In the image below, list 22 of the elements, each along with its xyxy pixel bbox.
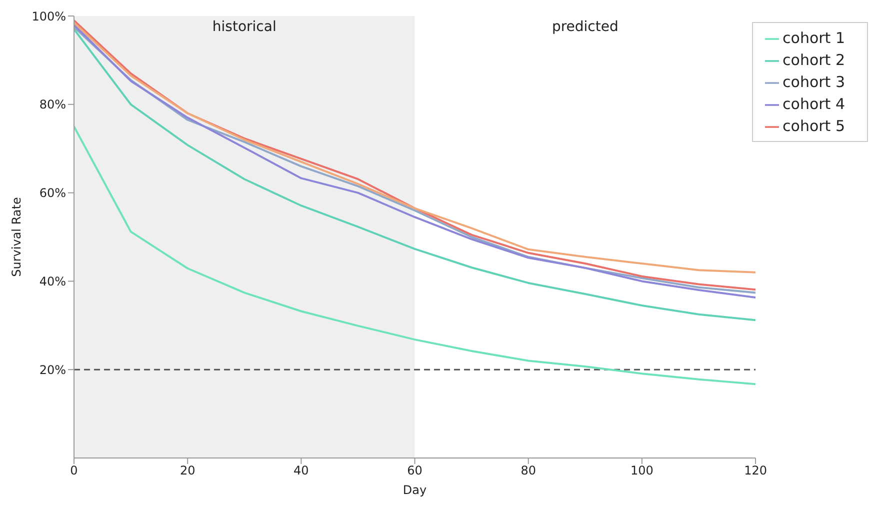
x-tick-label: 120 [744,464,767,478]
y-tick-label: 40% [39,274,66,288]
x-tick-label: 100 [630,464,654,478]
x-tick-label: 80 [520,464,536,478]
x-axis-title: Day [402,483,427,497]
y-axis-title: Survival Rate [9,197,24,277]
legend-label: cohort 1 [782,29,845,47]
y-tick-label: 60% [39,186,66,200]
legend-label: cohort 4 [782,95,845,113]
x-tick-label: 0 [70,464,78,478]
legend-label: cohort 2 [782,51,845,69]
legend-label: cohort 5 [782,117,845,135]
y-tick-label: 20% [39,362,66,377]
annotation: predicted [552,18,618,35]
y-tick-label: 100% [32,9,66,24]
y-tick-label: 80% [39,98,66,112]
band-label: historical [212,18,276,35]
x-tick-label: 20 [180,464,196,478]
x-tick-label: 40 [294,464,309,478]
line-series [74,126,756,386]
legend-label: cohort 3 [782,73,845,91]
x-tick-label: 60 [407,464,422,478]
